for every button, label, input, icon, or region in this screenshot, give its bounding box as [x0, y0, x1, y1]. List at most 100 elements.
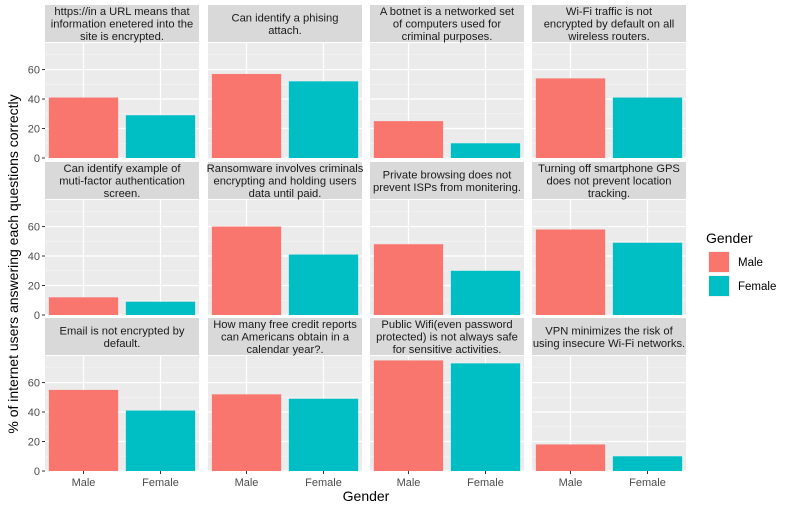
facet-strip — [532, 5, 686, 42]
facet-title: for sensitive activities. — [393, 344, 502, 356]
x-tick-label: Female — [629, 477, 666, 489]
facet-strip — [45, 318, 199, 355]
bar-female — [288, 398, 359, 471]
bar-male — [48, 297, 119, 315]
bar-male — [211, 226, 282, 315]
y-tick-label: 20 — [28, 281, 40, 293]
x-tick-label: Male — [235, 477, 259, 489]
y-axis-title: % of internet users answering each quest… — [5, 94, 21, 433]
bar-male — [373, 244, 444, 315]
legend-label: Female — [738, 281, 776, 293]
y-tick-label: 0 — [34, 466, 40, 478]
x-tick-label: Male — [559, 477, 583, 489]
facet-title: tracking. — [588, 188, 630, 200]
facet-title: of computers used for — [393, 19, 501, 31]
facet-strip — [208, 318, 362, 355]
facet-title: Turning off smartphone GPS — [538, 163, 680, 175]
facet-title: Public Wifi(even password — [381, 319, 512, 331]
bar-male — [373, 121, 444, 158]
facet-title: VPN minimizes the risk of — [545, 325, 673, 337]
bar-male — [373, 360, 444, 471]
bar-female — [125, 301, 196, 315]
legend: Gender Male Female — [706, 230, 776, 297]
facet-title: Private browsing does not — [383, 169, 513, 181]
legend-title: Gender — [706, 230, 753, 246]
y-tick-label: 0 — [34, 310, 40, 322]
legend-swatch-male — [709, 252, 729, 272]
facet-title: data until paid. — [249, 188, 322, 200]
x-tick-label: Male — [397, 477, 421, 489]
facet-title: encrypting and holding users — [213, 176, 356, 188]
bar-female — [450, 363, 521, 471]
y-tick-label: 60 — [28, 378, 40, 390]
bar-male — [535, 444, 606, 471]
y-tick-label: 40 — [28, 251, 40, 263]
bar-female — [288, 81, 359, 158]
bar-female — [612, 242, 683, 315]
bar-male — [211, 73, 282, 158]
bar-female — [125, 410, 196, 471]
facet-title: protected) is not always safe — [376, 332, 518, 344]
y-tick-label: 60 — [28, 222, 40, 234]
bar-female — [125, 115, 196, 158]
facet-title: How many free credit reports — [213, 319, 357, 331]
facet-title: criminal purposes. — [402, 31, 493, 43]
y-tick-label: 20 — [28, 124, 40, 136]
x-tick-label: Male — [72, 477, 96, 489]
bar-male — [48, 97, 119, 158]
facet-title: calendar year?. — [246, 344, 323, 356]
x-tick-label: Female — [305, 477, 342, 489]
bar-female — [612, 97, 683, 158]
facet-title: does not prevent location — [546, 176, 671, 188]
facet-title: information enetered into the — [51, 19, 193, 31]
x-axis-title: Gender — [343, 488, 390, 504]
facet-title: encrypted by default on all — [544, 19, 675, 31]
y-tick-label: 40 — [28, 407, 40, 419]
facet-title: wireless routers. — [567, 31, 649, 43]
facet-title: using insecure Wi-Fi networks. — [533, 338, 685, 350]
facet-strip — [370, 5, 524, 42]
bar-male — [535, 78, 606, 158]
bar-female — [612, 456, 683, 471]
facet-title: Ransomware involves criminals — [207, 163, 364, 175]
facet-strip — [208, 5, 362, 42]
bar-male — [211, 394, 282, 471]
facet-title: can Americans obtain in a — [221, 332, 350, 344]
panel-background — [45, 200, 199, 315]
facet-strip — [532, 318, 686, 355]
y-tick-label: 60 — [28, 65, 40, 77]
facet-title: default. — [104, 338, 141, 350]
x-tick-label: Female — [467, 477, 504, 489]
facet-title: screen. — [104, 188, 141, 200]
bar-female — [450, 270, 521, 315]
y-tick-label: 0 — [34, 153, 40, 165]
facet-title: muti-factor authentication — [59, 176, 185, 188]
facet-title: Can identify a phising — [232, 12, 339, 24]
bar-male — [535, 229, 606, 315]
facet-title: attach. — [268, 25, 302, 37]
facet-panel: Ransomware involves criminalsencrypting … — [207, 162, 364, 316]
facet-title: A botnet is a networked set — [380, 6, 515, 18]
x-tick-label: Female — [142, 477, 179, 489]
bar-female — [288, 254, 359, 315]
facet-strip — [208, 162, 362, 199]
legend-label: Male — [738, 257, 763, 269]
facet-title: https://in a URL means that — [54, 6, 190, 18]
facet-title: Email is not encrypted by — [60, 325, 185, 337]
facet-strip — [370, 162, 524, 199]
facet-title: site is encrypted. — [80, 31, 164, 43]
facet-strip — [532, 162, 686, 199]
y-tick-label: 40 — [28, 94, 40, 106]
facet-strip — [45, 5, 199, 42]
